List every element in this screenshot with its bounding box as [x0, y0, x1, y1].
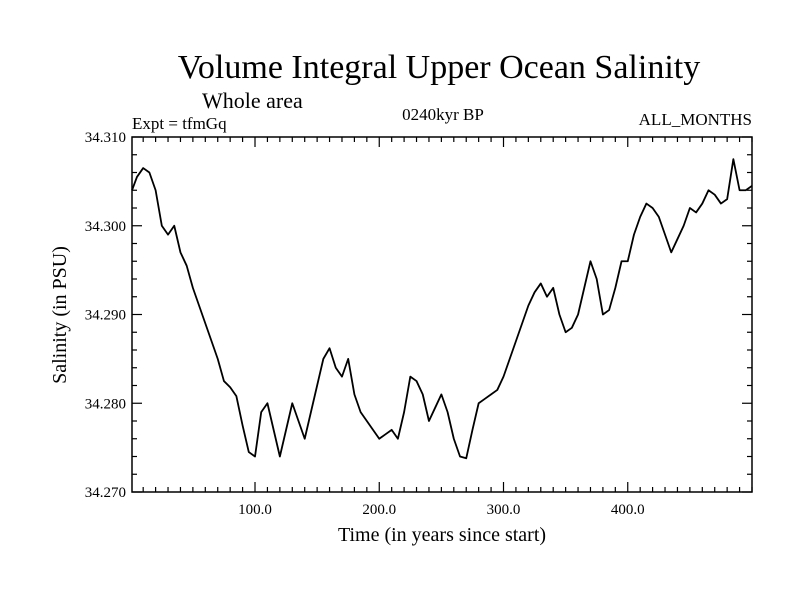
period-label: 0240kyr BP	[402, 105, 484, 124]
x-axis-label: Time (in years since start)	[338, 524, 546, 546]
chart-subtitle: Whole area	[202, 88, 303, 113]
x-tick-label: 100.0	[238, 502, 272, 518]
chart-title: Volume Integral Upper Ocean Salinity	[178, 49, 700, 86]
y-tick-label: 34.270	[85, 485, 126, 501]
x-tick-label: 200.0	[362, 502, 396, 518]
experiment-label: Expt = tfmGq	[132, 114, 227, 133]
axis-ticks	[132, 136, 753, 493]
axis-tick-labels: 100.0 200.0 300.0 400.0 34.270 34.280 34.290 34…	[85, 130, 645, 518]
x-tick-label: 400.0	[611, 502, 645, 518]
y-tick-label: 34.310	[85, 130, 126, 146]
salinity-series-line	[131, 158, 753, 460]
months-label: ALL_MONTHS	[639, 110, 752, 129]
x-tick-label: 300.0	[487, 502, 521, 518]
y-tick-label: 34.300	[85, 219, 126, 235]
y-tick-label: 34.290	[85, 308, 126, 324]
plot-frame	[131, 136, 753, 493]
y-axis-label: Salinity (in PSU)	[49, 246, 71, 384]
y-tick-label: 34.280	[85, 396, 126, 412]
